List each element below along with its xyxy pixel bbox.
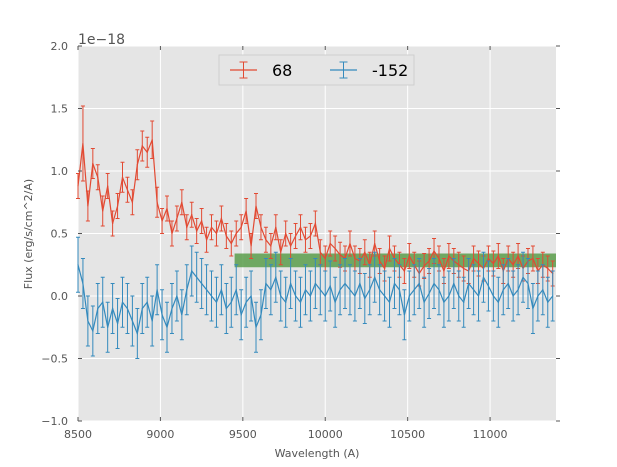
series-line (77, 139, 554, 275)
y-tick-label: −0.5 (41, 353, 68, 366)
y-offset-label: 1e−18 (78, 32, 125, 48)
legend-label-neg152: -152 (372, 61, 408, 80)
legend: 68 -152 (218, 54, 415, 86)
y-axis-label: Flux (erg/s/cm^2/A) (22, 179, 35, 289)
x-tick-label: 9000 (146, 428, 174, 441)
y-tick-label: 0.0 (51, 290, 69, 303)
y-tick-label: 1.0 (51, 165, 69, 178)
y-tick-label: −1.0 (41, 415, 68, 428)
series-layer (76, 105, 555, 359)
x-tick-label: 10500 (390, 428, 425, 441)
x-tick-label: 10000 (308, 428, 343, 441)
y-tick-label: 2.0 (51, 40, 69, 53)
x-tick-label: 11000 (473, 428, 508, 441)
x-axis-label: Wavelength (A) (275, 447, 360, 460)
ticks-layer: 8500 9000 9500 10000 10500 11000 −1.0 −0.5 0.0 0.… (41, 40, 560, 441)
series-line (77, 264, 554, 336)
x-tick-label: 8500 (64, 428, 92, 441)
series-neg152 (76, 236, 555, 359)
grid (77, 45, 556, 422)
x-tick-label: 9500 (229, 428, 257, 441)
y-tick-label: 0.5 (51, 228, 69, 241)
legend-label-68: 68 (272, 61, 292, 80)
y-tick-label: 1.5 (51, 103, 69, 116)
legend-symbol-neg152 (330, 61, 357, 79)
series-68 (76, 105, 555, 287)
legend-symbol-68 (230, 61, 257, 79)
